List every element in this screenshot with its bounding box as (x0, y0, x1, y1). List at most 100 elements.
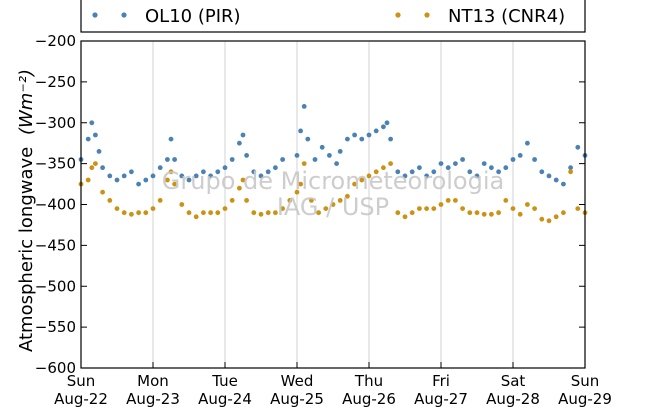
x-tick-label-date: Aug-27 (414, 390, 468, 408)
data-point (157, 198, 163, 203)
data-point (388, 136, 393, 142)
x-tick-label-date: Aug-25 (270, 390, 324, 408)
data-point (330, 202, 336, 207)
data-point (489, 165, 494, 171)
data-point (273, 210, 278, 216)
legend-label-ol10: OL10 (PIR) (145, 6, 241, 27)
data-point (114, 177, 120, 183)
data-point (287, 198, 293, 203)
y-tick-label: −500 (35, 277, 76, 295)
legend-marker-ol10 (92, 12, 127, 18)
data-point (568, 165, 573, 171)
data-point (265, 169, 271, 175)
data-point (114, 206, 120, 212)
data-point (258, 211, 264, 217)
data-point (481, 161, 487, 167)
data-point (373, 128, 379, 134)
watermark-line-1: Grupo de Micrometeorologia (162, 167, 504, 195)
data-point (150, 173, 156, 179)
x-tick-label-day: Sun (571, 372, 600, 390)
data-point (129, 211, 134, 217)
data-point (366, 173, 372, 179)
data-point (553, 214, 559, 220)
data-point (575, 144, 581, 150)
data-point (503, 165, 509, 171)
legend-marker-nt13 (395, 12, 430, 18)
data-point (186, 210, 192, 216)
data-point (517, 211, 523, 217)
x-tick-label-day: Mon (137, 372, 169, 390)
data-point (438, 202, 444, 207)
data-point (402, 173, 408, 179)
data-point (129, 169, 134, 175)
data-point (575, 206, 581, 212)
data-point (395, 210, 401, 216)
data-point (337, 149, 343, 154)
data-point (172, 157, 178, 162)
x-tick-label-day: Wed (281, 372, 314, 390)
data-point (323, 206, 329, 212)
data-point (409, 169, 415, 175)
data-point (334, 161, 339, 167)
data-point (201, 169, 206, 175)
data-point (453, 198, 458, 203)
data-point (107, 198, 113, 203)
data-point (417, 165, 422, 171)
y-tick-label: −600 (35, 359, 76, 377)
data-point (240, 177, 246, 183)
data-point (510, 157, 516, 162)
data-point (143, 177, 149, 183)
data-point (85, 177, 91, 183)
data-point (168, 169, 174, 175)
data-point (489, 211, 494, 217)
y-axis: −200 −250 −300 −350 −400 −450 −500 −550 −600 (35, 32, 585, 377)
data-point (121, 210, 127, 216)
y-tick-label: −250 (35, 73, 76, 91)
data-point (409, 210, 415, 216)
data-point (546, 218, 552, 224)
x-tick-label-date: Aug-28 (486, 390, 540, 408)
x-tick-label-date: Aug-29 (558, 390, 612, 408)
data-point (168, 136, 174, 142)
data-point (309, 198, 314, 203)
data-point (107, 173, 113, 179)
data-point (532, 157, 537, 162)
data-point (539, 169, 545, 175)
data-point (319, 144, 325, 150)
data-point (381, 124, 386, 130)
data-point (244, 198, 250, 203)
legend: OL10 (PIR) NT13 (CNR4) (80, 0, 586, 33)
data-point (431, 169, 437, 175)
data-point (359, 177, 365, 183)
data-point (193, 214, 199, 220)
data-point (222, 165, 228, 171)
data-point (136, 210, 142, 216)
data-point (525, 202, 530, 207)
data-point (143, 210, 149, 216)
data-point (532, 206, 537, 212)
data-point (251, 210, 257, 216)
legend-label-nt13: NT13 (CNR4) (448, 6, 565, 27)
series-ol10 (78, 104, 588, 187)
data-point (553, 177, 559, 183)
data-point (402, 214, 408, 220)
data-point (345, 193, 350, 199)
data-point (316, 210, 321, 216)
legend-box (80, 0, 586, 33)
data-point (294, 189, 300, 195)
data-point (445, 165, 451, 171)
data-point (222, 206, 228, 212)
data-point (193, 173, 199, 179)
data-point (215, 210, 221, 216)
data-point (208, 210, 214, 216)
data-point (503, 198, 509, 203)
data-point (496, 169, 501, 175)
data-point (352, 132, 357, 138)
data-point (258, 173, 264, 179)
data-point (388, 161, 393, 167)
data-point (453, 161, 458, 167)
data-point (352, 181, 357, 187)
data-point (165, 177, 170, 183)
watermark: Grupo de Micrometeorologia IAG / USP (162, 167, 504, 221)
